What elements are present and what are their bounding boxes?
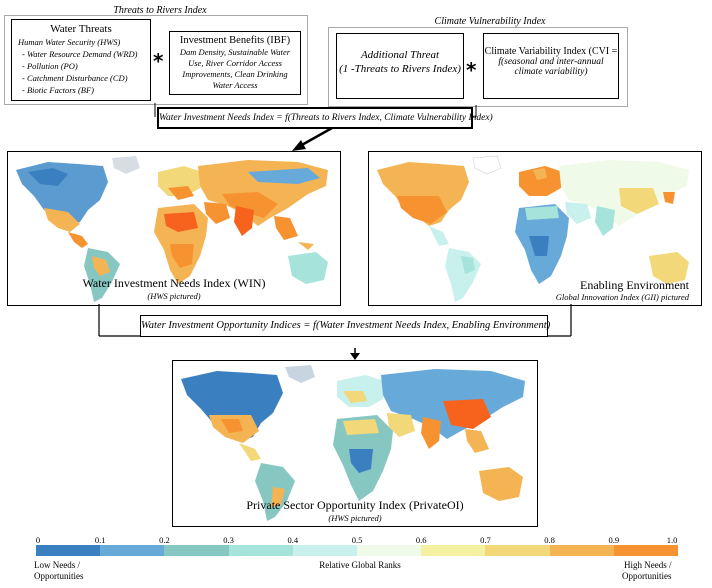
win-map-subcaption: (HWS pictured): [147, 291, 201, 301]
enabling-map-subcaption: Global Innovation Index (GII) pictured: [555, 292, 689, 302]
additional-threat-line1: Additional Threat: [360, 49, 440, 61]
colorbar-tick-label: 0: [35, 535, 41, 545]
legend-tick-labels: 0 0.1 0.2 0.3 0.4 0.5 0.6 0.7 0.8 0.9 1.0: [36, 535, 678, 546]
cvi-line2: f(seasonal and inter-annual: [498, 57, 604, 67]
colorbar-tick-label: 0.2: [159, 535, 170, 545]
multiply-operator: *: [466, 58, 477, 82]
win-map-panel: Water Investment Needs Index (WIN) (HWS …: [7, 151, 341, 306]
colorbar-segment: [100, 545, 165, 556]
water-threats-title: Water Threats: [50, 23, 112, 35]
colorbar-tick-label: 0.5: [351, 535, 363, 545]
legend-low-label: Low Needs / Opportunities: [34, 560, 84, 582]
colorbar-segment: [549, 545, 615, 556]
colorbar-tick-label: 0.6: [415, 535, 427, 545]
private-world-map: [181, 365, 525, 521]
legend-low-label-1: Low Needs /: [34, 560, 80, 570]
legend-center-label: Relative Global Ranks: [319, 560, 401, 570]
colorbar-tick-label: 0.9: [608, 535, 620, 545]
cvi-box: Climate Variability Index (CVI = f(seaso…: [483, 33, 619, 99]
opportunity-formula-text: Water Investment Opportunity Indices = f…: [141, 320, 551, 331]
threats-group-box: [4, 15, 308, 105]
colorbar-tick-label: 0.4: [287, 535, 299, 545]
private-map-caption: Private Sector Opportunity Index (Privat…: [246, 498, 464, 512]
legend-high-label-2: Opportunities: [622, 571, 672, 581]
multiply-operator: *: [153, 49, 164, 73]
cvi-line3: climate variability): [514, 67, 588, 77]
colorbar-segment: [228, 545, 294, 556]
win-formula-box: Water Investment Needs Index = f(Threats…: [158, 108, 493, 128]
arrow-to-win-map: [292, 126, 333, 151]
colorbar-segment: [292, 545, 358, 556]
threats-group-title: Threats to Rivers Index: [113, 5, 207, 16]
water-threats-box: Water Threats Human Water Security (HWS)…: [11, 19, 151, 101]
additional-threat-box: Additional Threat (1 -Threats to Rivers …: [336, 33, 464, 99]
colorbar-segment: [421, 545, 486, 556]
colorbar-tick-label: 1.0: [666, 535, 678, 545]
investment-benefits-text: Dam Density, Sustainable Water Use, Rive…: [179, 47, 291, 90]
list-item: - Pollution (PO): [22, 61, 78, 71]
cvi-line1: Climate Variability Index (CVI =: [484, 46, 618, 57]
win-world-map: [16, 156, 328, 302]
list-item: - Catchment Disturbance (CD): [22, 73, 128, 83]
legend-high-label-1: High Needs /: [624, 560, 672, 570]
colorbar-segment: [164, 545, 230, 556]
private-map-panel: Private Sector Opportunity Index (Privat…: [172, 360, 538, 527]
climate-group-title: Climate Vulnerability Index: [434, 16, 546, 27]
investment-benefits-box: Investment Benefits (IBF) Dam Density, S…: [169, 31, 301, 95]
list-item: - Biotic Factors (BF): [22, 85, 94, 95]
legend-colorbar: [36, 545, 679, 556]
private-map-subcaption: (HWS pictured): [328, 513, 382, 523]
colorbar-segment: [485, 545, 551, 556]
bracket-lines: [98, 304, 572, 360]
colorbar-segment: [357, 545, 422, 556]
colorbar-tick-label: 0.1: [94, 535, 106, 545]
climate-group-box: [328, 27, 628, 107]
list-item: - Water Resource Demand (WRD): [22, 49, 138, 59]
legend-low-label-2: Opportunities: [34, 571, 84, 581]
list-item: Human Water Security (HWS): [18, 37, 121, 47]
colorbar-tick-label: 0.3: [223, 535, 234, 545]
win-map-caption: Water Investment Needs Index (WIN): [8, 276, 340, 291]
enabling-map-panel: Enabling Environment Global Innovation I…: [368, 151, 702, 306]
win-formula-text: Water Investment Needs Index = f(Threats…: [159, 113, 493, 123]
win-map-caption-text: Water Investment Needs Index (WIN): [82, 276, 266, 290]
opportunity-formula-box: Water Investment Opportunity Indices = f…: [140, 315, 551, 337]
colorbar-tick-label: 0.8: [544, 535, 555, 545]
legend-high-label: High Needs / Opportunities: [622, 560, 672, 582]
colorbar-segment: [613, 545, 679, 556]
enabling-world-map: [377, 155, 689, 302]
enabling-map-caption: Enabling Environment: [580, 278, 689, 292]
colorbar-segment: [36, 545, 101, 556]
investment-benefits-title: Investment Benefits (IBF): [179, 35, 291, 46]
water-threats-list: Human Water Security (HWS) - Water Resou…: [18, 36, 150, 96]
additional-threat-line2: (1 -Threats to Rivers Index): [339, 63, 461, 75]
colorbar-tick-label: 0.7: [480, 535, 491, 545]
